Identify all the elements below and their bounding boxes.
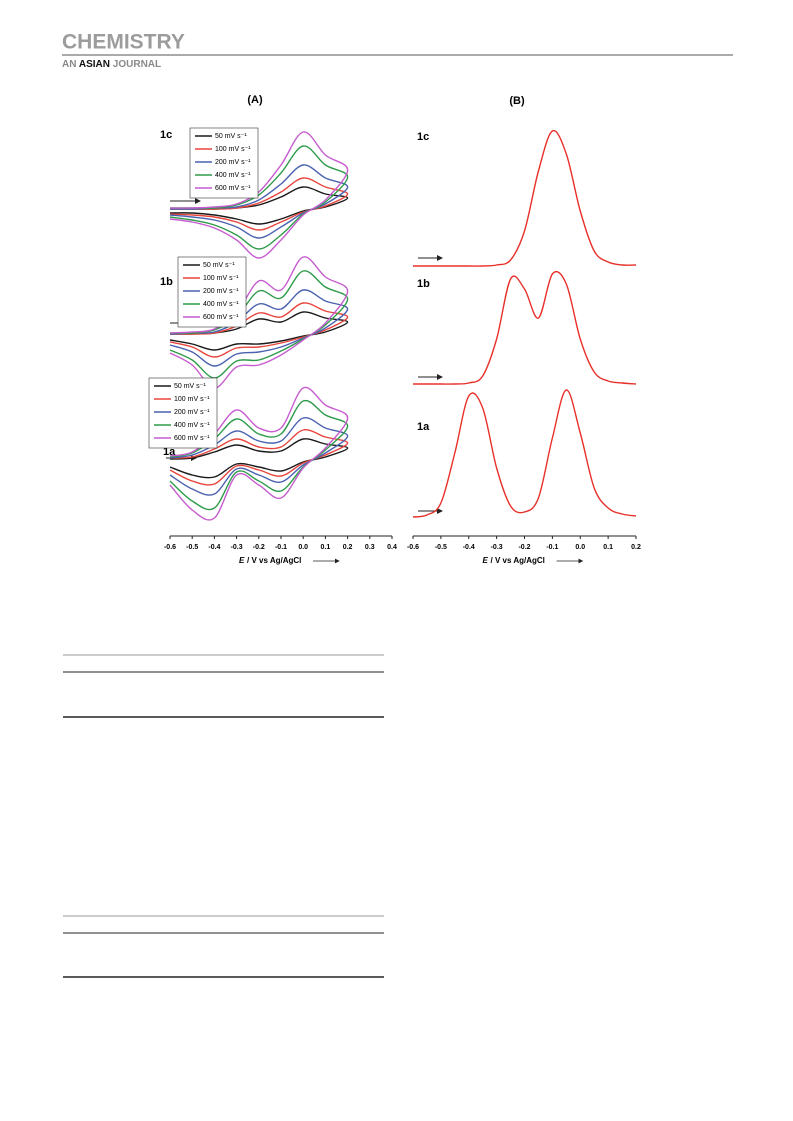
x-axis-label: / V vs Ag/AgCl: [247, 556, 301, 565]
x-tick-label: -0.2: [253, 544, 265, 551]
x-tick-label: -0.3: [491, 544, 503, 551]
legend-label: 400 mV s⁻¹: [203, 301, 239, 308]
legend: 50 mV s⁻¹ 100 mV s⁻¹ 200 mV s⁻¹ 400 mV s⁻¹ 6…: [189, 127, 259, 199]
x-tick-label: -0.1: [546, 544, 558, 551]
panel-title: (B): [509, 95, 525, 107]
x-tick-label: -0.2: [518, 544, 530, 551]
x-tick-label: -0.6: [164, 544, 176, 551]
x-axis-symbol: E: [483, 556, 489, 565]
legend-label: 400 mV s⁻¹: [215, 172, 251, 179]
subtitle-word: ASIAN: [79, 59, 110, 70]
x-tick-label: -0.4: [208, 544, 220, 551]
panel-label: 1c: [417, 131, 429, 143]
legend-label: 600 mV s⁻¹: [203, 314, 239, 321]
legend-label: 100 mV s⁻¹: [203, 275, 239, 282]
legend-box: [189, 127, 259, 199]
curve: [169, 399, 349, 511]
curve: [169, 416, 349, 496]
curve: [169, 145, 349, 250]
legend-label: 200 mV s⁻¹: [203, 288, 239, 295]
x-tick-label: 0.2: [631, 544, 641, 551]
panel-label: 1c: [160, 129, 172, 141]
x-tick-label: 0.3: [365, 544, 375, 551]
legend-label: 50 mV s⁻¹: [203, 262, 235, 269]
x-axis-symbol: E: [239, 556, 245, 565]
x-tick-label: -0.5: [186, 544, 198, 551]
subtitle-word: JOURNAL: [113, 59, 161, 70]
x-tick-label: -0.6: [407, 544, 419, 551]
legend-label: 600 mV s⁻¹: [174, 435, 210, 442]
legend-label: 600 mV s⁻¹: [215, 185, 251, 192]
journal-title: CHEMISTRY: [62, 31, 185, 54]
legend-label: 100 mV s⁻¹: [215, 146, 251, 153]
journal-subtitle: AN ASIAN JOURNAL: [62, 59, 161, 70]
x-tick-label: 0.1: [321, 544, 331, 551]
x-tick-label: -0.1: [275, 544, 287, 551]
curve: [169, 302, 349, 358]
legend-label: 50 mV s⁻¹: [215, 133, 247, 140]
legend-label: 100 mV s⁻¹: [174, 396, 210, 403]
x-tick-label: -0.3: [231, 544, 243, 551]
x-tick-label: 0.0: [575, 544, 585, 551]
x-tick-label: 0.2: [343, 544, 353, 551]
legend: 50 mV s⁻¹ 100 mV s⁻¹ 200 mV s⁻¹ 400 mV s⁻¹ 6…: [177, 256, 247, 328]
legend-box: [148, 377, 218, 449]
x-tick-label: 0.0: [298, 544, 308, 551]
panel-label: 1a: [417, 421, 430, 433]
legend-label: 200 mV s⁻¹: [215, 159, 251, 166]
tables: [63, 654, 384, 978]
curve: [169, 177, 349, 231]
legend-box: [177, 256, 247, 328]
curve: [169, 386, 349, 521]
legend-label: 50 mV s⁻¹: [174, 383, 206, 390]
curve: [412, 389, 637, 518]
curve: [169, 438, 349, 479]
panel-label: 1a: [163, 446, 176, 458]
curve: [412, 270, 637, 385]
curve: [169, 429, 349, 486]
x-tick-label: 0.4: [387, 544, 397, 551]
legend: 50 mV s⁻¹ 100 mV s⁻¹ 200 mV s⁻¹ 400 mV s⁻¹ 6…: [148, 377, 218, 449]
x-tick-label: 0.1: [603, 544, 613, 551]
subtitle-word: AN: [62, 59, 76, 70]
curve: [169, 311, 349, 351]
curve: [413, 129, 637, 267]
x-tick-label: -0.4: [463, 544, 475, 551]
panel-label: 1b: [417, 278, 430, 290]
curve: [169, 131, 349, 259]
curve: [169, 164, 349, 239]
x-tick-label: -0.5: [435, 544, 447, 551]
panel-title: (A): [247, 94, 263, 106]
legend-label: 200 mV s⁻¹: [174, 409, 210, 416]
panel-label: 1b: [160, 276, 173, 288]
x-axis-label: / V vs Ag/AgCl: [491, 556, 545, 565]
legend-label: 400 mV s⁻¹: [174, 422, 210, 429]
